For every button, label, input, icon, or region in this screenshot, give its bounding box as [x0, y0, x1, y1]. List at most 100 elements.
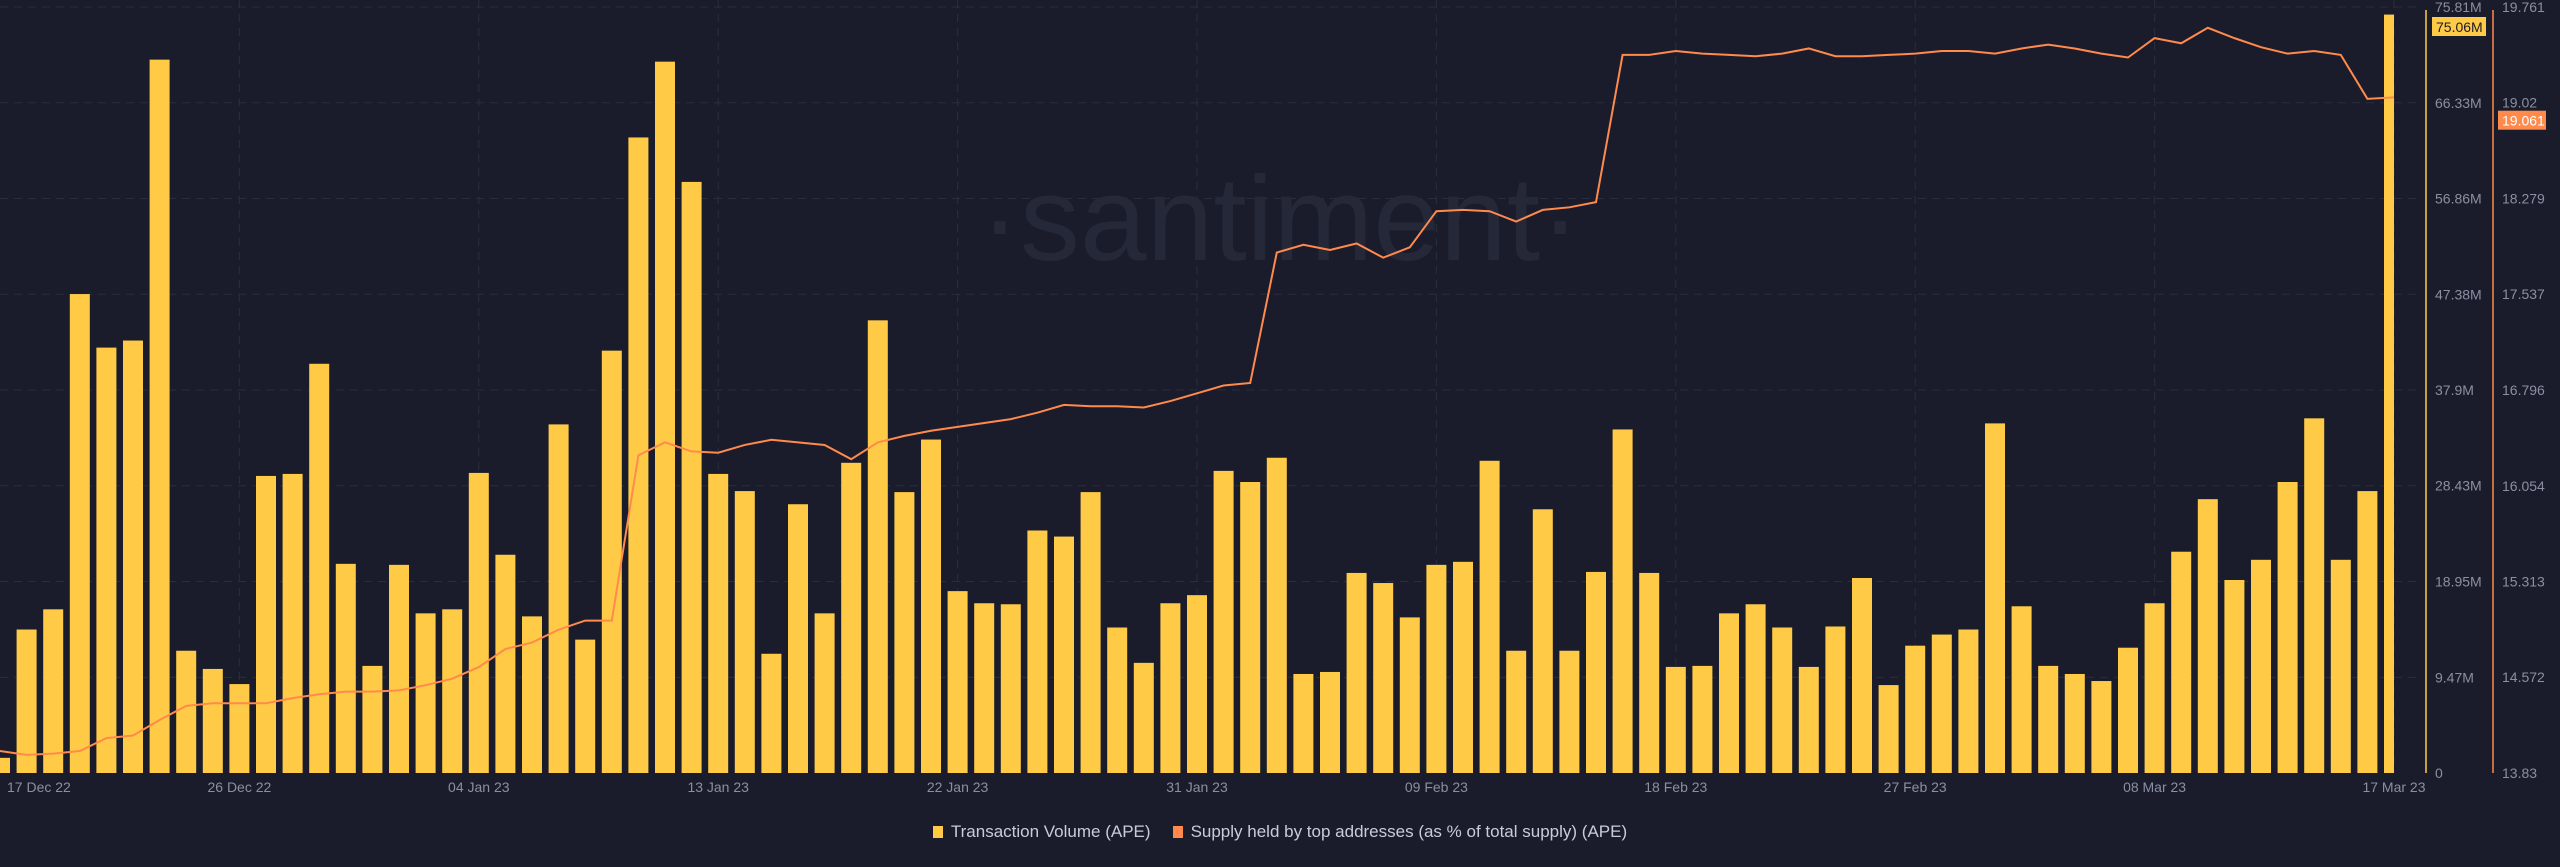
last-supply-label: 19.061 — [2502, 113, 2545, 129]
volume-bar — [1187, 595, 1207, 773]
volume-bar — [176, 650, 197, 773]
volume-bar — [495, 554, 516, 773]
volume-bar — [1266, 457, 1287, 773]
grid — [0, 0, 2420, 773]
volume-bar — [708, 473, 729, 773]
volume-bar — [2304, 418, 2325, 773]
x-axis-tick: 17 Mar 23 — [2362, 779, 2425, 795]
x-axis-tick: 13 Jan 23 — [687, 779, 749, 795]
left-axis-tick: 56.86M — [2435, 190, 2482, 206]
volume-bar — [814, 613, 835, 773]
volume-bar — [335, 563, 356, 773]
volume-bar — [974, 603, 995, 773]
volume-bar — [1399, 617, 1420, 773]
right-axis-tick: 15.313 — [2502, 573, 2545, 589]
legend-item-supply-held[interactable]: Supply held by top addresses (as % of to… — [1172, 822, 1628, 842]
volume-bar — [2091, 681, 2112, 773]
volume-bar — [1772, 627, 1793, 773]
volume-bar — [1852, 577, 1872, 773]
volume-bar — [894, 492, 915, 773]
volume-bar — [2064, 673, 2085, 773]
supply-line — [0, 26, 2394, 756]
legend-item-transaction-volume[interactable]: Transaction Volume (APE) — [932, 822, 1151, 842]
volume-bar — [1958, 629, 1979, 773]
volume-bar — [921, 439, 941, 773]
volume-bar — [309, 363, 330, 773]
volume-bar — [681, 181, 702, 773]
left-axis-tick: 9.47M — [2435, 669, 2474, 685]
x-axis-tick: 31 Jan 23 — [1166, 779, 1228, 795]
volume-bar — [123, 340, 143, 773]
legend-label: Supply held by top addresses (as % of to… — [1190, 822, 1628, 841]
volume-bar — [69, 294, 90, 773]
volume-bar — [522, 616, 542, 773]
volume-bar — [1612, 429, 1633, 773]
left-axis-tick: 18.95M — [2435, 574, 2482, 590]
volume-bar — [1825, 626, 1846, 773]
volume-bar — [43, 609, 64, 773]
volume-bar — [734, 491, 755, 773]
volume-bar — [1532, 509, 1553, 773]
volume-bar — [1054, 536, 1074, 773]
volume-bar — [947, 591, 968, 773]
left-axis-tick: 28.43M — [2435, 478, 2482, 494]
left-axis-tick: 0 — [2435, 765, 2443, 781]
left-axis-tick: 47.38M — [2435, 286, 2482, 302]
volume-bar — [761, 653, 782, 773]
volume-bar — [2118, 647, 2138, 773]
volume-bar — [1293, 673, 1314, 773]
volume-bar — [1559, 650, 1580, 773]
volume-bar — [1586, 571, 1606, 773]
last-volume-badge — [2432, 17, 2486, 36]
volume-bar — [0, 757, 10, 773]
right-axis-tick: 18.279 — [2502, 190, 2545, 206]
volume-bar — [2011, 606, 2032, 773]
volume-bar — [362, 665, 383, 773]
volume-bar — [1453, 561, 1473, 773]
x-axis-tick: 17 Dec 22 — [7, 779, 71, 795]
volume-bar — [149, 59, 170, 773]
volume-bar — [1639, 572, 1660, 773]
volume-bar — [2251, 559, 2271, 773]
right-axis-tick: 19.02 — [2502, 95, 2537, 111]
right-axis-tick: 17.537 — [2502, 286, 2545, 302]
volume-bar — [788, 504, 808, 773]
right-axis-tick: 14.572 — [2502, 669, 2545, 685]
watermark: ·santiment· — [980, 152, 1580, 286]
volume-bar — [2144, 603, 2165, 773]
volume-bar — [1931, 634, 1952, 773]
volume-bar — [2384, 14, 2394, 773]
volume-bar — [2224, 580, 2245, 773]
left-axis-tick: 75.81M — [2435, 0, 2482, 15]
volume-bar — [96, 347, 117, 773]
x-axis-tick: 08 Mar 23 — [2123, 779, 2186, 795]
volume-bar — [16, 629, 37, 773]
volume-bar — [1133, 662, 1154, 773]
volume-bar — [1373, 583, 1394, 773]
volume-bar — [1027, 530, 1048, 773]
axes: 0 9.47M 18.95M 28.43M 37.9M 47.38M 56.86M 66.33… — [7, 0, 2546, 795]
volume-bar — [1719, 613, 1739, 773]
bar-series — [0, 14, 2394, 773]
volume-bar — [1107, 627, 1128, 773]
volume-bar — [1798, 666, 1819, 773]
volume-bar — [2038, 665, 2059, 773]
last-supply-badge — [2498, 110, 2546, 130]
volume-bar — [282, 473, 303, 773]
volume-bar — [1692, 665, 1713, 773]
volume-bar — [1426, 564, 1447, 773]
legend-label: Transaction Volume (APE) — [950, 822, 1151, 841]
right-axis-tick: 16.796 — [2502, 382, 2545, 398]
volume-bar — [1878, 685, 1899, 773]
legend-swatch-orange — [1172, 826, 1183, 838]
volume-bar — [1745, 604, 1766, 773]
volume-bar — [1320, 671, 1340, 773]
line-series — [0, 26, 2394, 756]
volume-bar — [1479, 460, 1500, 773]
volume-bar — [1080, 492, 1101, 773]
volume-bar — [601, 350, 622, 773]
x-axis-tick: 09 Feb 23 — [1405, 779, 1468, 795]
volume-bar — [1240, 481, 1261, 773]
left-axis-tick: 66.33M — [2435, 95, 2482, 111]
legend-swatch-yellow — [932, 826, 943, 838]
